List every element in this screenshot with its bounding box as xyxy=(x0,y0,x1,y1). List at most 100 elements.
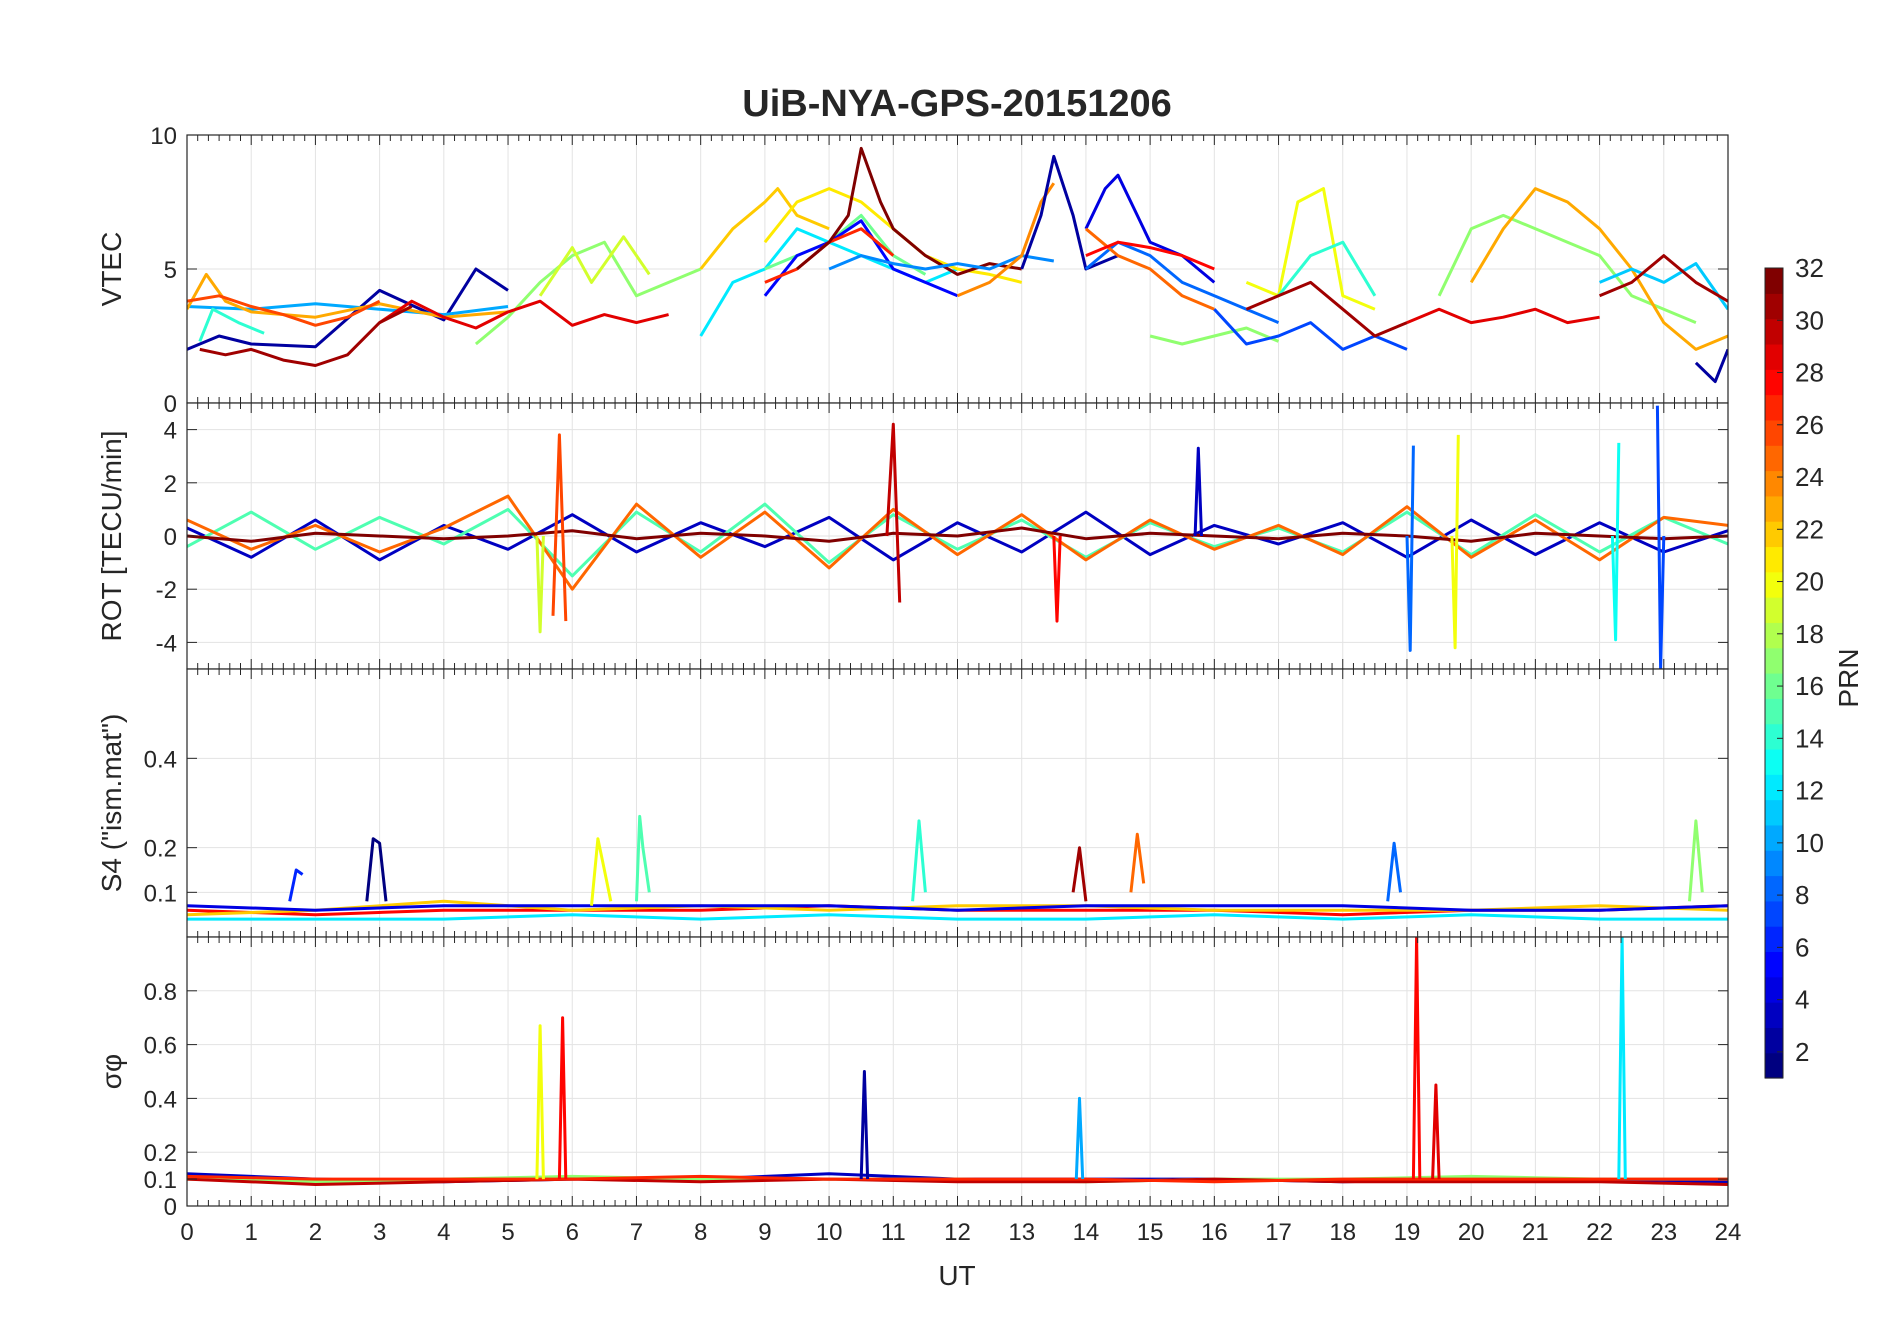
colorbar-segment xyxy=(1765,268,1783,294)
series-line-prn-12 xyxy=(1617,937,1627,1180)
x-tick-label: 14 xyxy=(1073,1219,1100,1246)
series-line-prn-15 xyxy=(187,502,1728,578)
colorbar-tick-label: 26 xyxy=(1795,410,1824,440)
x-tick-label: 1 xyxy=(245,1219,258,1246)
series-line-prn-32 xyxy=(796,146,1022,276)
series-line-prn-29 xyxy=(378,299,669,330)
colorbar-tick-label: 12 xyxy=(1795,776,1824,806)
y-tick-label: 0.6 xyxy=(144,1033,177,1060)
series-line-prn-2 xyxy=(1020,154,1119,271)
series-line-prn-20 xyxy=(1450,434,1460,650)
y-tick-label: -4 xyxy=(156,630,177,657)
figure-title: UiB-NYA-GPS-20151206 xyxy=(742,83,1171,125)
series-line-prn-6 xyxy=(288,868,304,902)
series-line-prn-29 xyxy=(1406,307,1600,325)
colorbar-segment xyxy=(1765,622,1783,649)
series-line-prn-10 xyxy=(1074,1096,1085,1180)
y-tick-label: 0 xyxy=(164,524,177,551)
colorbar-segment xyxy=(1765,850,1783,877)
y-tick-label: 0.2 xyxy=(144,836,177,863)
x-tick-label: 19 xyxy=(1394,1219,1421,1246)
colorbar-segment xyxy=(1765,470,1783,497)
series-line-prn-20 xyxy=(1245,187,1376,311)
series-line-prn-25 xyxy=(187,494,1728,591)
panel-1: 0 5 10 VTEC xyxy=(96,123,1729,418)
y-axis-label: ROT [TECU/min] xyxy=(96,430,127,641)
x-tick-label: 24 xyxy=(1715,1219,1742,1246)
series-group xyxy=(187,937,1728,1186)
series-line-prn-4 xyxy=(187,904,1728,912)
colorbar-segment xyxy=(1765,546,1783,573)
colorbar-tick-label: 16 xyxy=(1795,671,1824,701)
colorbar-segment xyxy=(1765,976,1783,1003)
series-line-prn-17 xyxy=(1688,819,1704,902)
x-tick-label: 18 xyxy=(1329,1219,1356,1246)
colorbar-segment xyxy=(1765,900,1783,927)
series-line-prn-28 xyxy=(1052,535,1062,623)
series-line-prn-28 xyxy=(557,1016,568,1180)
series-line-prn-16 xyxy=(764,213,927,276)
colorbar-segment xyxy=(1765,748,1783,775)
series-line-prn-19 xyxy=(535,535,545,634)
y-tick-label: 0.2 xyxy=(144,1140,177,1167)
x-tick-label: 0 xyxy=(180,1219,193,1246)
colorbar-tick-label: 6 xyxy=(1795,932,1809,962)
colorbar-segment xyxy=(1765,951,1783,978)
x-tick-label: 22 xyxy=(1586,1219,1613,1246)
y-tick-label: 0 xyxy=(164,1194,177,1221)
colorbar-label: PRN xyxy=(1833,648,1864,707)
series-line-prn-14 xyxy=(1277,240,1377,297)
colorbar-segment xyxy=(1765,419,1783,446)
x-tick-label: 4 xyxy=(437,1219,450,1246)
x-tick-label: 16 xyxy=(1201,1219,1228,1246)
colorbar-segment xyxy=(1765,723,1783,750)
colorbar-tick-label: 28 xyxy=(1795,358,1824,388)
x-tick-label: 23 xyxy=(1650,1219,1677,1246)
series-line-prn-13 xyxy=(1610,442,1621,642)
series-line-prn-19 xyxy=(538,235,651,297)
colorbar-tick-label: 2 xyxy=(1795,1037,1809,1067)
series-line-prn-29 xyxy=(1431,1083,1441,1180)
colorbar-tick-label: 18 xyxy=(1795,619,1824,649)
series-line-prn-1 xyxy=(365,837,388,902)
series-line-prn-31 xyxy=(1245,280,1408,338)
series-line-prn-28 xyxy=(1085,240,1215,271)
series-line-prn-5 xyxy=(763,219,959,298)
x-tick-label: 5 xyxy=(501,1219,514,1246)
series-line-prn-27 xyxy=(187,1174,1728,1184)
x-tick-label: 13 xyxy=(1008,1219,1035,1246)
series-line-prn-31 xyxy=(1071,846,1088,902)
series-line-prn-7 xyxy=(1655,405,1666,669)
series-line-prn-8 xyxy=(1405,445,1415,652)
colorbar-segment xyxy=(1765,495,1783,522)
colorbar-segment xyxy=(1765,318,1783,345)
x-tick-label: 11 xyxy=(881,1219,906,1246)
x-tick-label: 7 xyxy=(630,1219,643,1246)
panel-3: 0.1 0.2 0.4 S4 ("ism.mat") xyxy=(96,668,1729,938)
colorbar-tick-label: 4 xyxy=(1795,985,1809,1015)
series-line-prn-3 xyxy=(1193,446,1203,537)
series-group xyxy=(187,405,1728,669)
series-line-prn-20 xyxy=(535,1024,545,1180)
x-axis-label: UT xyxy=(938,1260,975,1291)
y-tick-label: 0 xyxy=(164,391,177,418)
series-line-prn-31 xyxy=(1599,254,1728,303)
y-axis-label: S4 ("ism.mat") xyxy=(96,714,127,893)
series-line-prn-26 xyxy=(187,294,381,327)
colorbar-tick-label: 24 xyxy=(1795,462,1824,492)
x-tick-label: 9 xyxy=(758,1219,771,1246)
series-line-prn-12 xyxy=(187,913,1728,921)
x-tick-label: 3 xyxy=(373,1219,386,1246)
series-line-prn-15 xyxy=(635,814,651,902)
series-line-prn-22 xyxy=(699,187,830,270)
colorbar-segment xyxy=(1765,673,1783,699)
y-tick-label: 10 xyxy=(150,123,177,150)
series-line-prn-31 xyxy=(199,305,413,367)
colorbar-tick-label: 14 xyxy=(1795,723,1824,753)
colorbar-tick-label: 20 xyxy=(1795,567,1824,597)
y-tick-label: 5 xyxy=(164,257,177,284)
colorbar-segment xyxy=(1765,1052,1783,1079)
series-line-prn-14 xyxy=(198,307,265,342)
colorbar-segment xyxy=(1765,799,1783,826)
